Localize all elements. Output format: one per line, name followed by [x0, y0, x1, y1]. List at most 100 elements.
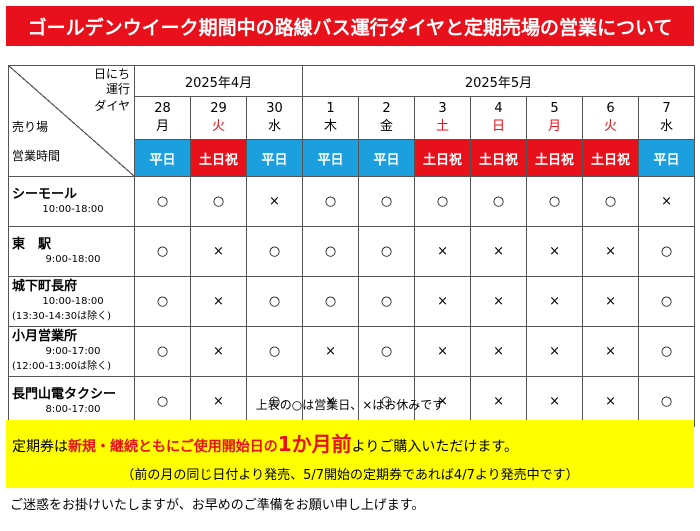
day-header: 28 月: [134, 96, 191, 140]
day-of-week: 水: [660, 119, 674, 134]
open-mark: ○: [302, 176, 360, 227]
schedule-type-badge: 平日: [134, 139, 191, 177]
closed-mark: ×: [470, 276, 528, 327]
closed-mark: ×: [582, 326, 640, 377]
day-number: 30: [266, 101, 283, 116]
schedule-type-badge: 土日祝: [582, 139, 640, 177]
store-hours: 8:00-17:00: [45, 403, 101, 415]
notice-line-2: （前の月の同じ日付より発売、5/7開始の定期券であれば4/7より発売中です）: [121, 468, 579, 483]
day-of-week: 土: [436, 119, 450, 134]
closed-mark: ×: [582, 226, 640, 277]
store-note: (13:30-14:30は除く): [12, 311, 112, 322]
footer-text: ご迷惑をお掛けいたしますが、お早めのご準備をお願い申し上げます。: [10, 498, 425, 513]
closed-mark: ×: [414, 276, 472, 327]
closed-mark: ×: [582, 376, 640, 427]
day-header: 29 火: [190, 96, 247, 140]
closed-mark: ×: [526, 226, 584, 277]
corner-diagram-label: ダイヤ: [94, 99, 130, 113]
table-row: 城下町長府 10:00-18:00 (13:30-14:30は除く) ○ × ○ ○ ○ × × ×…: [8, 276, 696, 327]
open-mark: ○: [245, 276, 304, 327]
schedule-type-badge: 平日: [302, 139, 360, 177]
closed-mark: ×: [526, 376, 584, 427]
open-mark: ○: [358, 226, 416, 277]
store-name: 長門山電タクシー: [12, 386, 117, 402]
closed-mark: ×: [190, 276, 247, 327]
open-mark: ○: [358, 276, 416, 327]
closed-mark: ×: [245, 176, 304, 227]
corner-store-label: 売り場: [12, 120, 49, 134]
month-header-april: 2025年4月: [133, 65, 304, 97]
closed-mark: ×: [302, 376, 360, 427]
store-name: シーモール: [12, 186, 78, 202]
closed-mark: ×: [582, 276, 640, 327]
store-name: 東 駅: [12, 236, 52, 252]
schedule-type-badge: 土日祝: [470, 139, 528, 177]
open-mark: ○: [245, 326, 304, 377]
table-row: 長門山電タクシー 8:00-17:00 ○ × ○ × ○ × × × × ○: [8, 376, 696, 427]
day-number: 5: [550, 101, 559, 116]
corner-date-label: 日にち: [93, 67, 130, 81]
table-row: シーモール 10:00-18:00 ○ ○ × ○ ○ ○ ○ ○ ○ ×: [8, 176, 696, 227]
closed-mark: ×: [470, 376, 528, 427]
day-number: 29: [210, 101, 227, 116]
open-mark: ○: [302, 276, 360, 327]
day-of-week: 日: [492, 119, 506, 134]
open-mark: ○: [414, 176, 472, 227]
closed-mark: ×: [470, 226, 528, 277]
day-number: 6: [606, 101, 615, 116]
schedule-type-badge: 土日祝: [414, 139, 472, 177]
open-mark: ○: [358, 176, 416, 227]
notice-part-4: よりご購入いただけます。: [351, 439, 518, 455]
store-hours: 10:00-18:00: [42, 296, 104, 307]
notice-box: 定期券は新規・継続ともにご使用開始日の1か月前よりご購入いただけます。 （前の月…: [6, 420, 694, 488]
open-mark: ○: [134, 376, 191, 427]
store-hours: 10:00-18:00: [42, 203, 104, 215]
open-mark: ○: [358, 376, 416, 427]
open-mark: ○: [582, 176, 640, 227]
open-mark: ○: [134, 326, 191, 377]
store-hours: 9:00-17:00: [45, 346, 101, 357]
schedule-type-badge: 平日: [638, 139, 696, 177]
open-mark: ○: [302, 226, 360, 277]
closed-mark: ×: [470, 326, 528, 377]
table-corner-header: 日にち 運行 ダイヤ 売り場 営業時間: [8, 65, 135, 177]
schedule-type-badge: 土日祝: [526, 139, 584, 177]
open-mark: ○: [134, 226, 191, 277]
day-of-week: 月: [548, 119, 562, 134]
day-of-week: 金: [380, 119, 394, 134]
store-name: 城下町長府: [12, 279, 78, 294]
table-row: 東 駅 9:00-18:00 ○ × ○ ○ ○ × × × × ○: [8, 226, 696, 277]
day-of-week: 火: [211, 119, 225, 134]
store-note: (12:00-13:00は除く): [12, 361, 112, 372]
closed-mark: ×: [190, 226, 247, 277]
day-number: 28: [154, 101, 171, 116]
notice-part-2: 新規・継続ともにご使用開始日の: [68, 439, 278, 455]
page-title: ゴールデンウイーク期間中の路線バス運行ダイヤと定期売場の営業について: [6, 6, 694, 46]
open-mark: ○: [638, 226, 696, 277]
store-cell: シーモール 10:00-18:00: [8, 176, 135, 227]
open-mark: ○: [245, 226, 304, 277]
store-cell: 長門山電タクシー 8:00-17:00: [8, 376, 135, 427]
open-mark: ○: [134, 176, 191, 227]
day-header: 30 水: [245, 96, 304, 140]
day-number: 3: [438, 101, 447, 116]
schedule-table: 日にち 運行 ダイヤ 売り場 営業時間 2025年4月 2025年5月 28 月 2…: [8, 65, 696, 427]
notice-line-1: 定期券は新規・継続ともにご使用開始日の1か月前よりご購入いただけます。: [12, 428, 518, 457]
open-mark: ○: [134, 276, 191, 327]
table-row: 小月営業所 9:00-17:00 (12:00-13:00は除く) ○ × ○ × ○ × × × ×…: [8, 326, 696, 377]
store-cell: 東 駅 9:00-18:00: [8, 226, 135, 277]
closed-mark: ×: [526, 326, 584, 377]
open-mark: ○: [358, 326, 416, 377]
open-mark: ○: [190, 176, 247, 227]
closed-mark: ×: [190, 376, 247, 427]
day-of-week: 火: [604, 119, 618, 134]
day-of-week: 水: [268, 119, 282, 134]
open-mark: ○: [526, 176, 584, 227]
store-name: 小月営業所: [12, 329, 78, 344]
day-of-week: 月: [155, 119, 169, 134]
